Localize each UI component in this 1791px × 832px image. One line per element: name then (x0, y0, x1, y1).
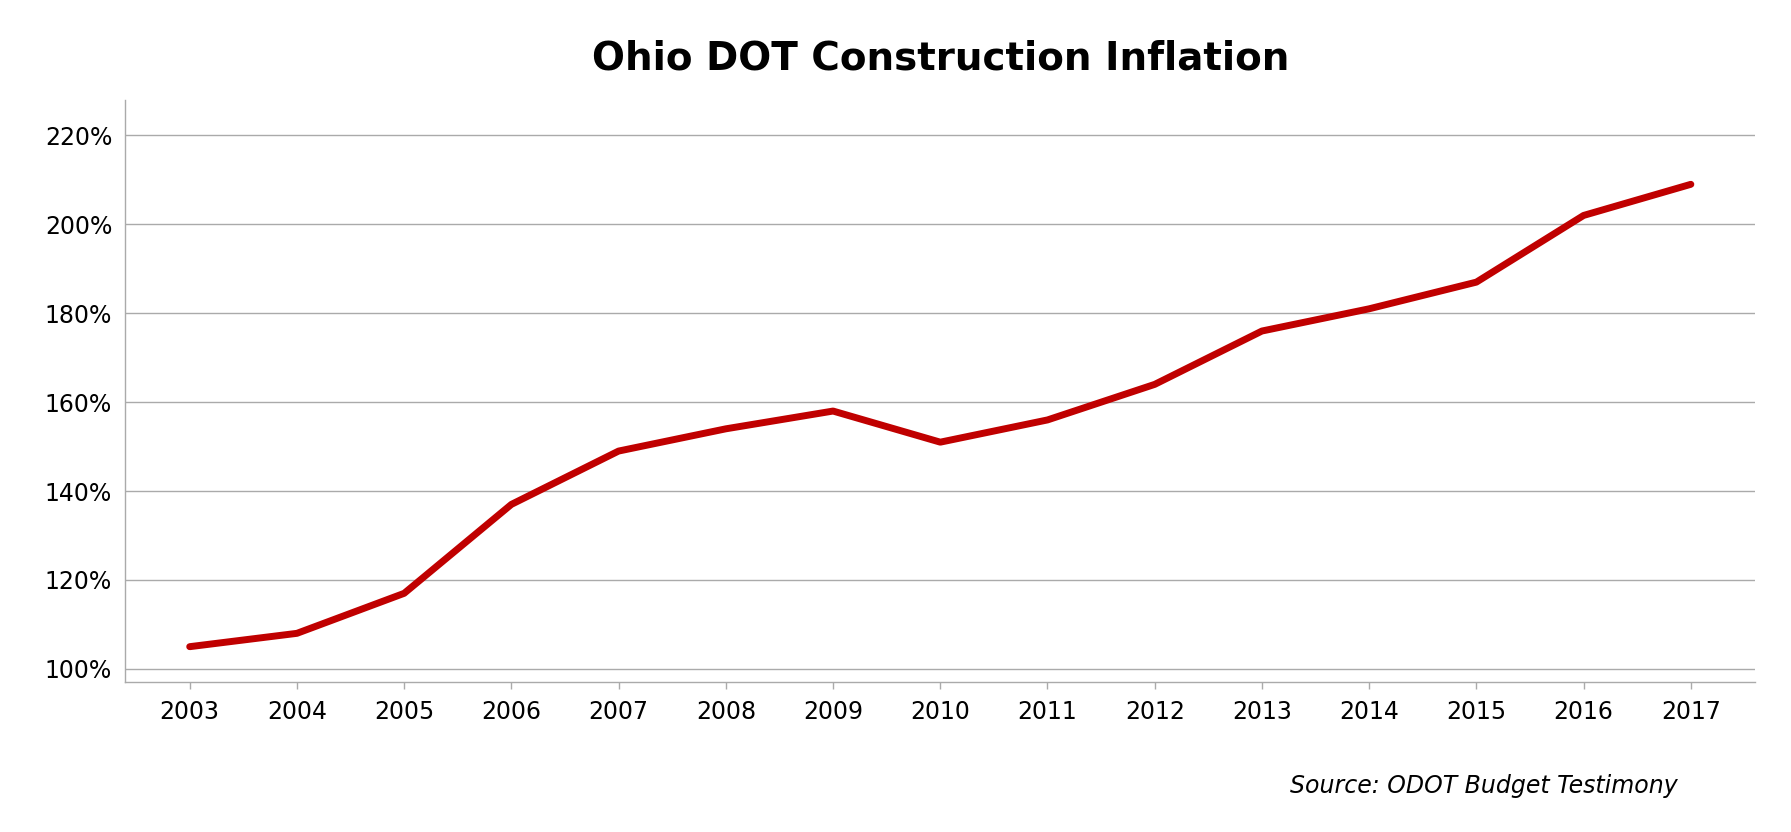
Text: Source: ODOT Budget Testimony: Source: ODOT Budget Testimony (1290, 775, 1676, 798)
Legend: Construction Inflation Rate: Construction Inflation Rate (138, 822, 552, 832)
Title: Ohio DOT Construction Inflation: Ohio DOT Construction Inflation (591, 39, 1290, 77)
